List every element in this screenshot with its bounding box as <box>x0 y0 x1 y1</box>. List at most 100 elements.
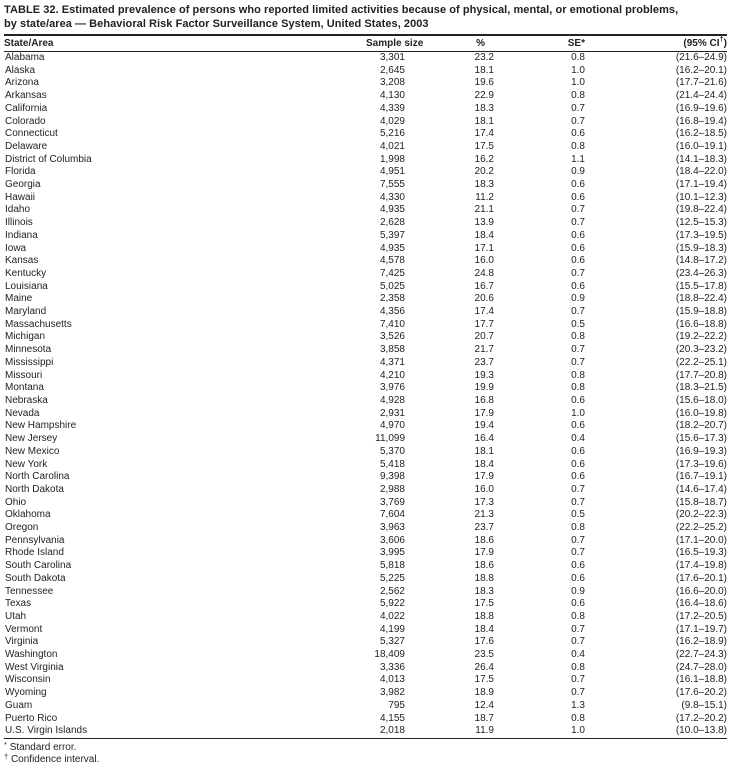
standard-error-value: 0.6 <box>571 394 585 406</box>
table-row: Alabama 3,301 23.2 0.8 (21.6–24.9) <box>4 52 727 65</box>
percent-value: 11.9 <box>475 725 494 737</box>
standard-error-value: 0.6 <box>571 179 585 191</box>
table-row: Alaska 2,645 18.1 1.0 (16.2–20.1) <box>4 65 727 78</box>
state-name: Georgia <box>5 179 41 191</box>
standard-error-value: 0.5 <box>571 318 585 330</box>
state-name: Wyoming <box>5 687 47 699</box>
table-row: Wisconsin 4,013 17.5 0.7 (16.1–18.8) <box>4 674 727 687</box>
state-name: Pennsylvania <box>5 534 65 546</box>
table-row: Maine 2,358 20.6 0.9 (18.8–22.4) <box>4 293 727 306</box>
sample-size-value: 5,922 <box>379 598 405 610</box>
sample-size-label: Sample size <box>366 38 424 49</box>
percent-value: 21.1 <box>474 204 494 216</box>
confidence-interval-value: (21.6–24.9) <box>675 52 727 63</box>
sample-size-value: 4,970 <box>379 420 405 432</box>
table-row: Oklahoma 7,604 21.3 0.5 (20.2–22.3) <box>4 509 727 522</box>
column-header-confidence-interval: (95% CI†) <box>589 34 727 52</box>
sample-size-value: 3,526 <box>379 331 405 343</box>
standard-error-value: 0.6 <box>571 280 585 292</box>
state-name: Connecticut <box>5 128 58 140</box>
footnote-text: Standard error. <box>9 741 77 753</box>
confidence-interval-value: (16.8–19.4) <box>675 115 727 127</box>
standard-error-value: 0.7 <box>571 204 585 216</box>
state-name: Ohio <box>5 496 27 508</box>
standard-error-value: 1.0 <box>571 407 585 419</box>
confidence-interval-value: (19.8–22.4) <box>675 204 727 216</box>
standard-error-value: 0.7 <box>571 623 585 635</box>
standard-error-value: 1.0 <box>571 77 585 89</box>
standard-error-value: 0.8 <box>571 140 585 152</box>
percent-value: 18.3 <box>474 102 494 114</box>
percent-value: 23.5 <box>474 649 494 661</box>
confidence-interval-value: (12.5–15.3) <box>675 217 727 229</box>
confidence-interval-value: (15.9–18.3) <box>675 242 727 254</box>
sample-size-value: 5,216 <box>379 128 405 140</box>
percent-value: 16.0 <box>474 483 494 495</box>
standard-error-value: 0.7 <box>571 115 585 127</box>
table-row: North Carolina 9,398 17.9 0.6 (16.7–19.1) <box>4 471 727 484</box>
standard-error-value: 0.7 <box>571 217 585 229</box>
standard-error-value: 0.7 <box>571 356 585 368</box>
standard-error-value: 1.1 <box>571 153 585 165</box>
standard-error-value: 0.6 <box>571 572 585 584</box>
sample-size-value: 3,995 <box>379 547 405 559</box>
state-name: Louisiana <box>5 280 48 292</box>
sample-size-value: 5,370 <box>379 445 405 457</box>
table-row: Florida 4,951 20.2 0.9 (18.4–22.0) <box>4 166 727 179</box>
standard-error-value: 0.6 <box>571 191 585 203</box>
confidence-interval-value: (17.3–19.5) <box>675 229 727 241</box>
table-row: Oregon 3,963 23.7 0.8 (22.2–25.2) <box>4 522 727 535</box>
state-name: Washington <box>5 649 58 661</box>
percent-value: 20.7 <box>474 331 494 343</box>
standard-error-value: 0.7 <box>571 636 585 648</box>
percent-value: 19.4 <box>474 420 494 432</box>
sample-size-value: 2,645 <box>379 64 405 76</box>
percent-value: 20.2 <box>474 166 494 178</box>
confidence-interval-value: (17.1–19.4) <box>675 179 727 191</box>
sample-size-value: 4,022 <box>379 610 405 622</box>
confidence-interval-value: (24.7–28.0) <box>675 661 727 673</box>
sample-size-value: 4,935 <box>379 204 405 216</box>
table-row: Mississippi 4,371 23.7 0.7 (22.2–25.1) <box>4 357 727 370</box>
sample-size-value: 5,025 <box>379 280 405 292</box>
sample-size-value: 4,951 <box>379 166 405 178</box>
sample-size-value: 9,398 <box>379 471 405 483</box>
state-name: Montana <box>5 382 44 394</box>
table-row: Louisiana 5,025 16.7 0.6 (15.5–17.8) <box>4 281 727 294</box>
sample-size-value: 4,210 <box>379 369 405 381</box>
table-row: U.S. Virgin Islands 2,018 11.9 1.0 (10.0–13.… <box>4 725 727 738</box>
footnote-confidence-interval: † Confidence interval. <box>4 753 727 766</box>
table-row: California 4,339 18.3 0.7 (16.9–19.6) <box>4 103 727 116</box>
table-row: Idaho 4,935 21.1 0.7 (19.8–22.4) <box>4 204 727 217</box>
state-name: Alaska <box>5 64 36 76</box>
percent-value: 20.6 <box>474 293 494 305</box>
confidence-interval-value: (22.2–25.2) <box>675 522 727 534</box>
confidence-interval-value: (20.2–22.3) <box>675 509 727 521</box>
table-row: New Mexico 5,370 18.1 0.6 (16.9–19.3) <box>4 446 727 459</box>
percent-value: 16.2 <box>474 153 494 165</box>
state-name: Vermont <box>5 623 43 635</box>
state-name: New York <box>5 458 48 470</box>
state-name: Maryland <box>5 306 47 318</box>
confidence-interval-value: (15.6–17.3) <box>675 433 727 445</box>
sample-size-value: 3,301 <box>379 52 405 63</box>
standard-error-value: 0.9 <box>571 585 585 597</box>
state-name: Rhode Island <box>5 547 64 559</box>
sample-size-value: 3,208 <box>379 77 405 89</box>
table-row: Illinois 2,628 13.9 0.7 (12.5–15.3) <box>4 217 727 230</box>
percent-value: 24.8 <box>474 267 494 279</box>
table-row: Puerto Rico 4,155 18.7 0.8 (17.2–20.2) <box>4 713 727 726</box>
confidence-interval-value: (18.3–21.5) <box>675 382 727 394</box>
state-name: California <box>5 102 48 114</box>
state-name: Nevada <box>5 407 40 419</box>
table-row: Arizona 3,208 19.6 1.0 (17.7–21.6) <box>4 77 727 90</box>
column-header-percent: % <box>409 34 498 52</box>
table-row: West Virginia 3,336 26.4 0.8 (24.7–28.0) <box>4 662 727 675</box>
sample-size-value: 18,409 <box>374 649 405 661</box>
state-name: Kansas <box>5 255 39 267</box>
standard-error-value: 0.6 <box>571 445 585 457</box>
table-row: Massachusetts 7,410 17.7 0.5 (16.6–18.8) <box>4 319 727 332</box>
state-name: South Carolina <box>5 560 72 572</box>
sample-size-value: 7,425 <box>379 267 405 279</box>
